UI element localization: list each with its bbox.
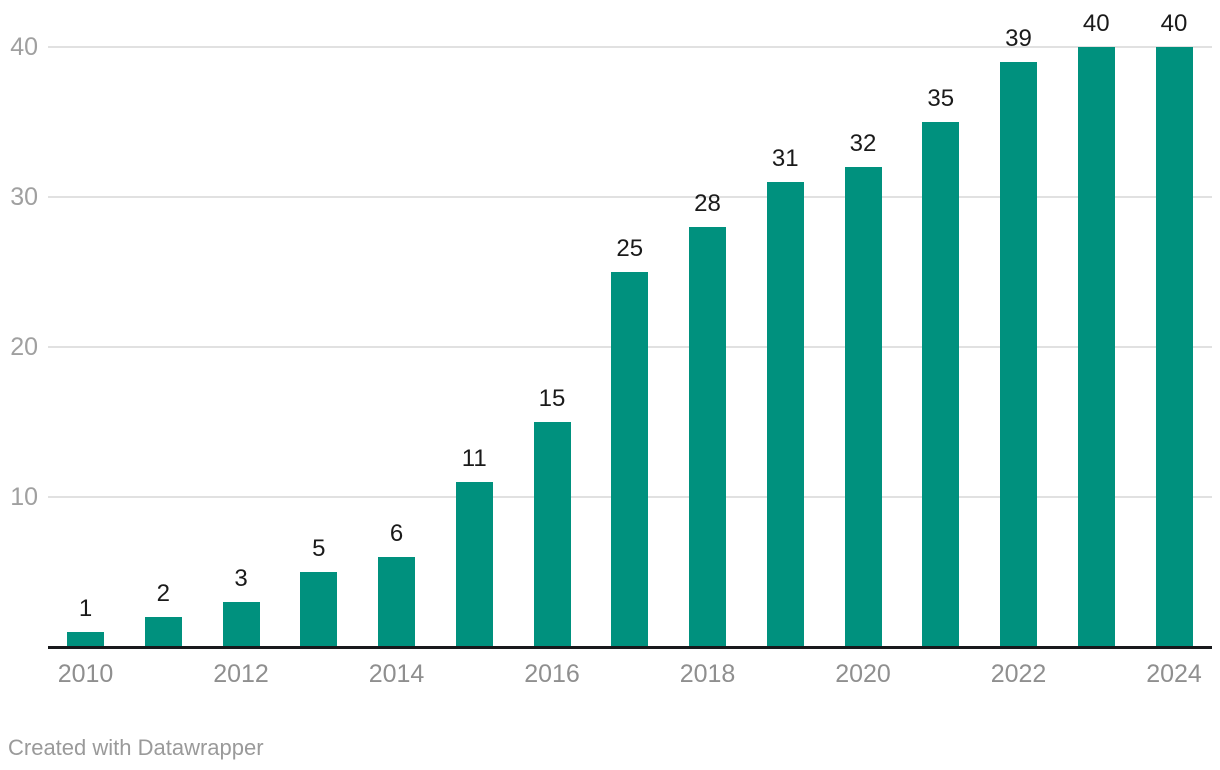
bar <box>689 227 726 647</box>
y-axis-tick-label: 40 <box>10 33 38 61</box>
bar-value-label: 28 <box>694 190 721 217</box>
bar-value-label: 39 <box>1005 25 1032 52</box>
y-axis-tick-label: 10 <box>10 483 38 511</box>
bar <box>922 122 960 647</box>
bar <box>144 617 182 647</box>
bar-value-label: 5 <box>312 535 326 562</box>
bar <box>222 602 260 647</box>
bar-value-label: 15 <box>538 385 566 412</box>
gridline <box>48 46 1212 48</box>
x-axis-tick-label: 2024 <box>1146 660 1202 688</box>
x-axis-tick-label: 2012 <box>213 660 269 688</box>
x-axis-tick-label: 2016 <box>524 660 580 688</box>
bar-value-label: 25 <box>616 235 644 262</box>
bar <box>611 272 649 647</box>
x-axis-line <box>48 646 1212 649</box>
bar <box>1077 47 1115 647</box>
bar <box>533 422 571 647</box>
y-axis-tick-label: 30 <box>10 183 38 211</box>
bar-value-label: 32 <box>849 130 877 157</box>
plot-area: 10 20 30 40 1 2 3 5 6 11 15 25 28 31 32 35 39 40 40 2010 201… <box>10 10 1212 688</box>
datawrapper-attribution-link[interactable]: Created with Datawrapper <box>8 735 264 760</box>
bar <box>1000 62 1037 647</box>
x-axis-tick-label: 2014 <box>368 660 425 688</box>
gridline <box>48 196 1212 198</box>
bar-value-label: 40 <box>1082 10 1110 37</box>
bar <box>766 182 804 647</box>
x-axis-tick-label: 2020 <box>835 660 891 688</box>
x-axis-tick-label: 2018 <box>679 660 736 688</box>
bar-value-label: 35 <box>927 85 955 112</box>
bar-value-label: 1 <box>78 595 93 622</box>
x-axis-tick-label: 2022 <box>990 660 1047 688</box>
bar <box>455 482 493 647</box>
y-axis-tick-label: 20 <box>10 333 38 361</box>
x-axis-tick-label: 2010 <box>57 660 114 688</box>
bar <box>300 572 338 647</box>
bar-value-label: 40 <box>1160 10 1188 37</box>
bar-value-label: 3 <box>234 565 248 592</box>
bar-value-label: 11 <box>461 445 487 472</box>
bar-value-label: 6 <box>389 520 404 547</box>
bar <box>67 632 104 647</box>
bar <box>378 557 415 647</box>
bar <box>844 167 882 647</box>
bar-value-label: 2 <box>156 580 170 607</box>
bar <box>1155 47 1193 647</box>
bar-value-label: 31 <box>771 145 799 172</box>
